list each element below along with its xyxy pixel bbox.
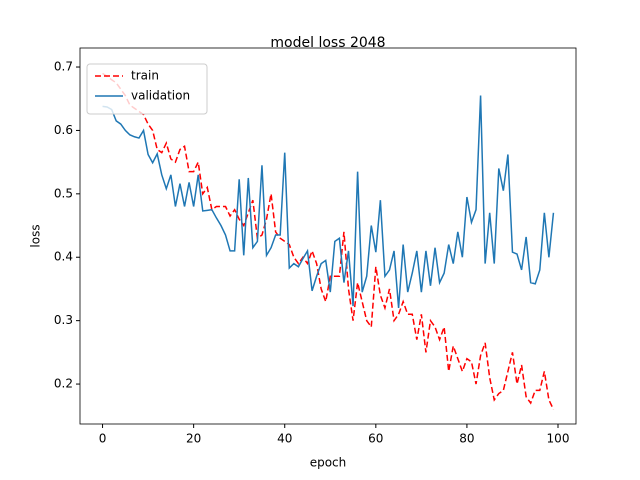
x-tick-label: 20 [186, 432, 201, 446]
y-tick-label: 0.3 [54, 313, 73, 327]
legend-label: train [131, 69, 159, 83]
legend-label: validation [131, 89, 190, 103]
chart-title: model loss 2048 [270, 35, 385, 51]
x-tick-label: 40 [277, 432, 292, 446]
y-tick-label: 0.2 [54, 377, 73, 391]
axes-frame [79, 47, 577, 425]
x-axis-label: epoch [310, 456, 347, 470]
y-axis-label: loss [29, 224, 43, 247]
x-tick-label: 100 [547, 432, 570, 446]
y-tick-label: 0.4 [54, 250, 73, 264]
x-tick-label: 80 [459, 432, 474, 446]
y-tick-label: 0.5 [54, 186, 73, 200]
x-tick-label: 60 [368, 432, 383, 446]
series-line [102, 95, 555, 309]
y-tick-label: 0.7 [54, 60, 73, 74]
x-tick-label: 0 [99, 432, 107, 446]
y-tick-label: 0.6 [54, 123, 73, 137]
plot-area [102, 72, 555, 410]
series-line [102, 72, 555, 410]
